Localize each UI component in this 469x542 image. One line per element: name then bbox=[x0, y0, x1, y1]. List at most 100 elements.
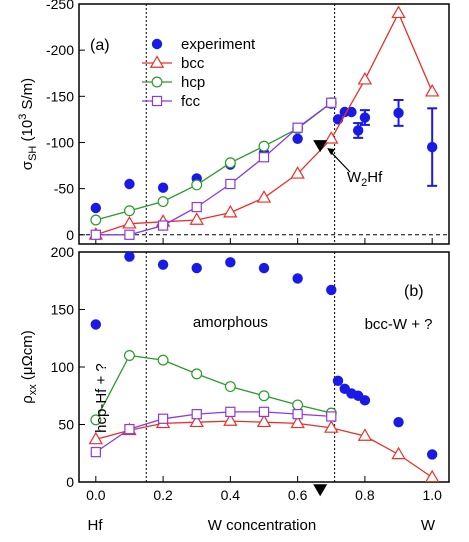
panel-a-ytick-label: 0 bbox=[66, 227, 74, 243]
panel-b-point-bcc bbox=[357, 428, 373, 441]
panel-a-ytick-label: -100 bbox=[46, 134, 74, 150]
panel-a-grid-lines bbox=[79, 4, 449, 244]
legend-marker-fcc bbox=[151, 95, 163, 107]
panel-a-point-experiment bbox=[124, 178, 135, 190]
legend-label-bcc: bcc bbox=[181, 55, 205, 72]
panel-a-arrowhead bbox=[327, 148, 336, 156]
panel-b-point-experiment bbox=[157, 259, 169, 270]
panel-b-point-hcp bbox=[157, 354, 169, 366]
panel-a-point-experiment bbox=[292, 133, 303, 144]
legend: experiment bcc hcp fcc bbox=[142, 36, 256, 110]
panel-b-annotation-hcp-hf: hcp-Hf + ? bbox=[93, 363, 110, 433]
panel-a-point-bcc bbox=[290, 166, 305, 179]
panel-a-ytick-label: -200 bbox=[46, 42, 74, 58]
panel-b-point-fcc bbox=[225, 406, 236, 417]
x-right-label-w: W bbox=[421, 517, 436, 534]
panel-a-point-fcc bbox=[124, 229, 135, 240]
legend-label-hcp: hcp bbox=[181, 74, 205, 91]
panel-b-xtick-label: 1.0 bbox=[422, 487, 442, 503]
panel-b-ylabel: ρxx (μΩcm) bbox=[19, 330, 39, 404]
panel-b-annotations: amorphous bcc-W + ? hcp-Hf + ? bbox=[93, 314, 433, 497]
panel-a-point-fcc bbox=[258, 152, 270, 163]
panel-a-frame bbox=[78, 3, 450, 245]
panel-b-point-fcc bbox=[292, 409, 303, 420]
panel-b-xtick-label: 0.6 bbox=[288, 487, 308, 503]
panel-b-plot bbox=[88, 252, 440, 482]
panel-b-annotation-bcc-w: bcc-W + ? bbox=[365, 316, 433, 333]
panel-a-ytick-label: -250 bbox=[46, 0, 74, 12]
panel-b: 0 50 100 150 200 0.0 0.2 0.4 0.6 0.8 1.0 amorphou… bbox=[19, 244, 450, 534]
panel-b-ytick-label: 100 bbox=[51, 359, 75, 375]
panel-a-point-experiment bbox=[352, 125, 364, 136]
panel-b-point-experiment bbox=[359, 395, 371, 406]
panel-b-line-fcc bbox=[95, 411, 332, 453]
panel-a-line-hcp bbox=[95, 102, 332, 221]
panel-a-ytick-label: -50 bbox=[54, 181, 74, 197]
panel-b-point-bcc bbox=[391, 446, 406, 460]
panel-a-point-hcp bbox=[90, 214, 102, 226]
panel-a-point-bcc bbox=[357, 71, 373, 85]
panel-a-label: (a) bbox=[90, 37, 110, 54]
panel-b-xtick-label: 0.0 bbox=[86, 487, 106, 503]
panel-a-annotations: W2Hf bbox=[313, 140, 383, 189]
panel-a-ylabel: σSH (103 S/m) bbox=[17, 78, 39, 170]
panel-b-point-experiment bbox=[258, 262, 270, 274]
panel-b-point-bcc bbox=[290, 415, 305, 429]
panel-b-point-experiment bbox=[191, 262, 202, 274]
panel-b-point-fcc bbox=[258, 406, 270, 417]
panel-b-point-bcc bbox=[88, 431, 104, 445]
panel-a-point-experiment bbox=[393, 107, 404, 119]
panel-a-point-bcc bbox=[122, 215, 137, 229]
panel-b-point-experiment bbox=[225, 257, 236, 268]
panel-b-point-hcp bbox=[292, 399, 304, 411]
legend-marker-bcc bbox=[149, 55, 165, 68]
panel-b-point-experiment bbox=[326, 284, 337, 296]
panel-b-point-bcc bbox=[189, 414, 204, 428]
panel-a-point-experiment bbox=[346, 106, 357, 118]
panel-a-point-bcc bbox=[223, 204, 238, 218]
panel-b-point-bcc bbox=[425, 469, 440, 482]
panel-b-point-hcp bbox=[224, 381, 236, 393]
panel-a-point-hcp bbox=[224, 157, 236, 169]
panel-a-point-bcc bbox=[324, 131, 339, 144]
panel-a-point-bcc bbox=[424, 83, 440, 97]
panel-a-y-ticks: 0 -50 -100 -150 -200 -250 bbox=[46, 0, 85, 243]
panel-b-point-experiment bbox=[124, 252, 135, 262]
panel-a-point-bcc bbox=[391, 5, 406, 19]
panel-b-ytick-label: 0 bbox=[66, 474, 74, 490]
panel-b-point-experiment bbox=[90, 319, 102, 330]
panel-b-frame bbox=[78, 251, 450, 483]
x-left-label-hf: Hf bbox=[88, 517, 104, 534]
x-axis-title: W concentration bbox=[208, 517, 316, 534]
panel-b-grid-lines bbox=[145, 252, 336, 482]
panel-b-point-experiment bbox=[393, 417, 404, 428]
panel-a-ytick-label: -150 bbox=[46, 88, 74, 104]
panel-a-point-fcc bbox=[157, 220, 169, 231]
panel-b-point-bcc bbox=[324, 420, 339, 433]
panel-b-ytick-label: 50 bbox=[58, 417, 74, 433]
legend-marker-experiment bbox=[151, 38, 163, 50]
panel-b-ytick-label: 150 bbox=[51, 302, 75, 318]
panel-a-point-experiment bbox=[426, 141, 438, 153]
panel-b-y-ticks: 0 50 100 150 200 bbox=[51, 244, 85, 490]
panel-a-annotation-arrow bbox=[328, 149, 351, 173]
panel-a-point-hcp bbox=[258, 140, 270, 152]
panel-a-point-bcc bbox=[189, 212, 204, 225]
panel-b-xtick-label: 0.2 bbox=[153, 487, 173, 503]
legend-marker-hcp bbox=[151, 76, 163, 88]
panel-b-point-bcc bbox=[256, 414, 272, 428]
panel-a-point-hcp bbox=[157, 196, 169, 208]
panel-b-point-experiment bbox=[292, 273, 303, 284]
panel-b-point-hcp bbox=[191, 368, 203, 380]
panel-a-point-experiment bbox=[359, 112, 371, 123]
panel-a-point-hcp bbox=[191, 179, 203, 191]
panel-b-x-ticks: 0.0 0.2 0.4 0.6 0.8 1.0 bbox=[86, 476, 442, 503]
panel-b-label: (b) bbox=[404, 283, 424, 300]
panel-b-point-experiment bbox=[426, 449, 438, 460]
panel-b-w2hf-marker bbox=[313, 484, 328, 497]
panel-b-annotation-amorphous: amorphous bbox=[193, 314, 268, 331]
panel-b-point-fcc bbox=[191, 409, 202, 420]
legend-label-fcc: fcc bbox=[181, 93, 201, 110]
panel-a-point-experiment bbox=[157, 182, 169, 193]
panel-a-point-hcp bbox=[123, 205, 135, 217]
